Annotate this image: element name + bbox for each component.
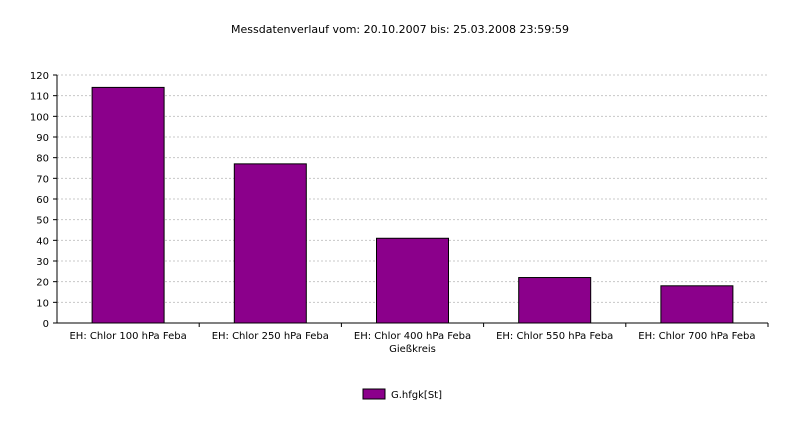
bar bbox=[660, 285, 734, 324]
y-tick-label: 0 bbox=[43, 319, 49, 330]
y-tick-label: 100 bbox=[30, 112, 49, 123]
y-tick-label: 70 bbox=[36, 174, 49, 185]
x-tick-label: EH: Chlor 250 hPa Feba bbox=[212, 331, 329, 342]
bar bbox=[376, 237, 449, 324]
legend-label: G.hfgk[St] bbox=[391, 390, 442, 401]
y-tick-label: 10 bbox=[36, 298, 49, 309]
y-tick-label: 80 bbox=[36, 154, 49, 165]
y-tick-label: 20 bbox=[36, 278, 49, 289]
bar bbox=[233, 163, 307, 324]
y-tick-label: 110 bbox=[30, 92, 49, 103]
bar bbox=[91, 86, 165, 324]
y-tick-label: 90 bbox=[36, 133, 49, 144]
x-tick-label: EH: Chlor 700 hPa Feba bbox=[638, 331, 755, 342]
x-tick-label: EH: Chlor 550 hPa Feba bbox=[496, 331, 613, 342]
y-tick-label: 120 bbox=[30, 71, 49, 82]
y-tick-label: 30 bbox=[36, 257, 49, 268]
y-tick-label: 40 bbox=[36, 236, 49, 247]
x-tick-label: EH: Chlor 100 hPa Feba bbox=[69, 331, 186, 342]
x-tick-label: EH: Chlor 400 hPa Feba Gießkreis bbox=[354, 331, 471, 355]
chart-title: Messdatenverlauf vom: 20.10.2007 bis: 25… bbox=[231, 23, 569, 36]
y-tick-label: 60 bbox=[36, 195, 49, 206]
bar bbox=[518, 277, 592, 324]
y-tick-label: 50 bbox=[36, 216, 49, 227]
legend-swatch bbox=[362, 388, 386, 400]
